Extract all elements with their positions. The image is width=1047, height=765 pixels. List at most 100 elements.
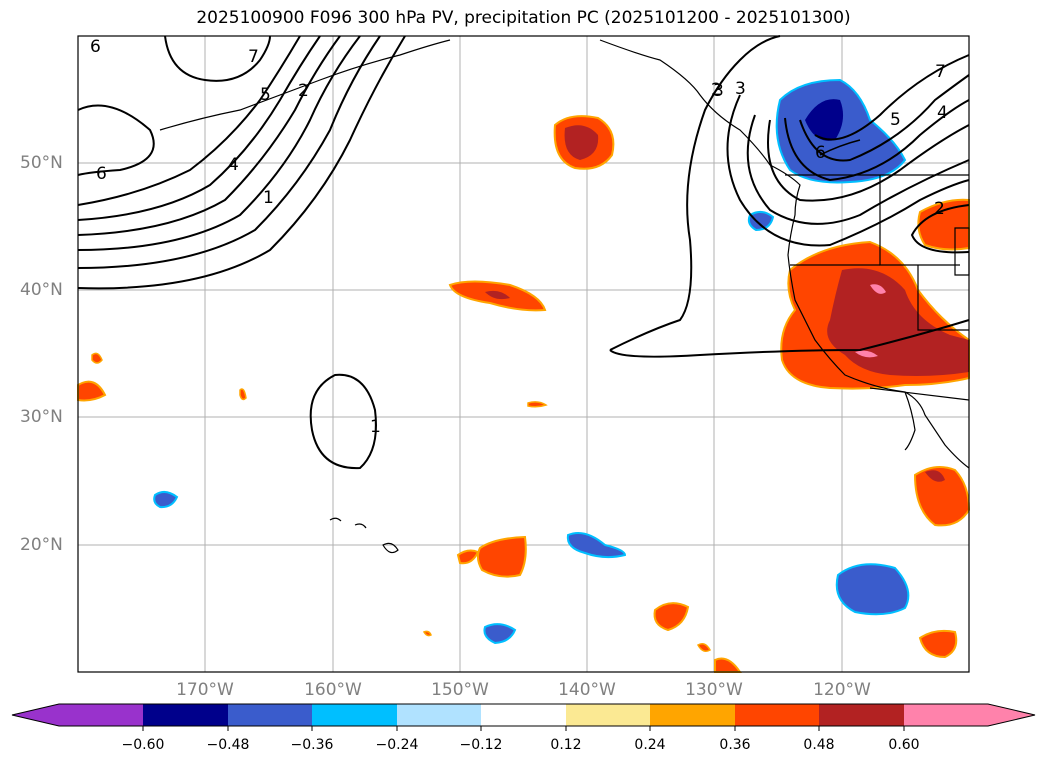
contour-label: 2	[298, 81, 309, 101]
precip-blob	[456, 549, 480, 565]
precip-blob	[805, 99, 844, 141]
colorbar-tick: 0.48	[803, 737, 835, 753]
contour-label: 6	[815, 143, 826, 163]
pv-contour	[746, 114, 970, 225]
colorbar-segment	[566, 704, 651, 726]
precip-blob	[653, 602, 690, 632]
precip-blob	[422, 630, 432, 637]
precip-blob	[91, 352, 103, 364]
pv-contour	[77, 35, 341, 236]
pv-contour	[309, 373, 377, 470]
contour-label: 7	[935, 62, 946, 82]
colorbar-outline	[11, 703, 1036, 727]
precip-blob	[918, 629, 958, 659]
coastlines	[159, 39, 970, 554]
lon-label-130w: 130°W	[685, 680, 743, 700]
colorbar	[11, 703, 1036, 731]
precip-blob	[527, 401, 548, 408]
map-title: 2025100900 F096 300 hPa PV, precipitatio…	[196, 8, 851, 28]
precip-blob	[77, 380, 107, 402]
contour-labels: 6 7 5 4 2 1 6 3 7 5 4 3 2 6 2 1	[90, 37, 948, 437]
contour-label: 6	[90, 37, 101, 57]
contour-label: 5	[890, 110, 901, 130]
colorbar-tick: −0.12	[459, 737, 503, 753]
precip-blob	[696, 643, 712, 652]
precip-blob	[775, 78, 907, 184]
colorbar-tick: 0.60	[888, 737, 920, 753]
pv-contour	[726, 94, 970, 247]
contour-label: 6	[96, 164, 107, 184]
coastline-hawaii	[329, 517, 342, 522]
contour-label: 2	[934, 199, 945, 219]
pv-contour	[814, 54, 970, 141]
colorbar-extend-max	[988, 704, 1035, 726]
contour-label: 4	[228, 155, 239, 175]
contour-label: 7	[248, 47, 259, 67]
precip-negative	[153, 78, 910, 645]
coastline-hawaii	[354, 523, 367, 529]
contour-label: 4	[937, 103, 948, 123]
colorbar-segment	[143, 704, 228, 726]
lon-label-140w: 140°W	[558, 680, 616, 700]
colorbar-tick: −0.24	[375, 737, 419, 753]
colorbar-segment	[312, 704, 397, 726]
precip-blob	[483, 623, 517, 645]
pv-contour	[609, 35, 781, 351]
colorbar-segment	[397, 704, 482, 726]
colorbar-tick: −0.60	[121, 737, 165, 753]
colorbar-segment	[481, 704, 566, 726]
colorbar-segment	[228, 704, 313, 726]
contour-label: 3	[713, 81, 724, 101]
colorbar-segment	[904, 704, 989, 726]
precip-blob	[747, 211, 775, 232]
pv-contour	[77, 35, 381, 269]
pv-contour	[767, 119, 970, 202]
precip-blob	[917, 198, 970, 251]
contour-label: 5	[260, 85, 271, 105]
border	[869, 387, 970, 401]
coastline	[904, 391, 916, 451]
lat-label-50n: 50°N	[20, 153, 63, 173]
lat-label-30n: 30°N	[20, 407, 63, 427]
pv-contour	[799, 74, 970, 162]
pv-contour	[77, 35, 301, 206]
coastline-islands	[159, 39, 451, 131]
contour-label: 1	[370, 417, 381, 437]
lon-label-170w: 170°W	[176, 680, 234, 700]
map-frame	[77, 35, 970, 673]
lon-label-120w: 120°W	[813, 680, 871, 700]
contour-label: 3	[735, 79, 746, 99]
lat-label-20n: 20°N	[20, 535, 63, 555]
colorbar-segment	[59, 704, 144, 726]
precip-blob	[855, 350, 878, 358]
precip-blob	[925, 470, 945, 482]
pv-contour	[77, 35, 361, 251]
precip-blob	[485, 290, 510, 300]
lon-label-160w: 160°W	[304, 680, 362, 700]
colorbar-extend-min	[12, 704, 59, 726]
precip-blob	[566, 532, 627, 559]
pv-contour	[77, 35, 321, 221]
colorbar-tick: 0.24	[634, 737, 666, 753]
colorbar-tick: −0.48	[206, 737, 250, 753]
pv-contour	[910, 204, 970, 254]
colorbar-segment	[650, 704, 735, 726]
coastline	[599, 39, 970, 469]
pv-contour	[77, 104, 155, 176]
colorbar-tick: 0.36	[719, 737, 751, 753]
coastline-hawaii	[382, 542, 399, 554]
pv-contours	[77, 35, 970, 470]
pv-contour	[164, 35, 271, 82]
colorbar-tick: −0.36	[290, 737, 334, 753]
precip-blob	[239, 388, 247, 401]
pv-contour	[609, 319, 970, 358]
lon-label-150w: 150°W	[431, 680, 489, 700]
colorbar-tick: 0.12	[550, 737, 582, 753]
border	[917, 265, 969, 331]
colorbar-segment	[819, 704, 904, 726]
colorbar-segment	[735, 704, 820, 726]
pv-contour	[77, 35, 406, 290]
pv-contour	[784, 99, 970, 182]
precip-blob	[153, 491, 179, 509]
